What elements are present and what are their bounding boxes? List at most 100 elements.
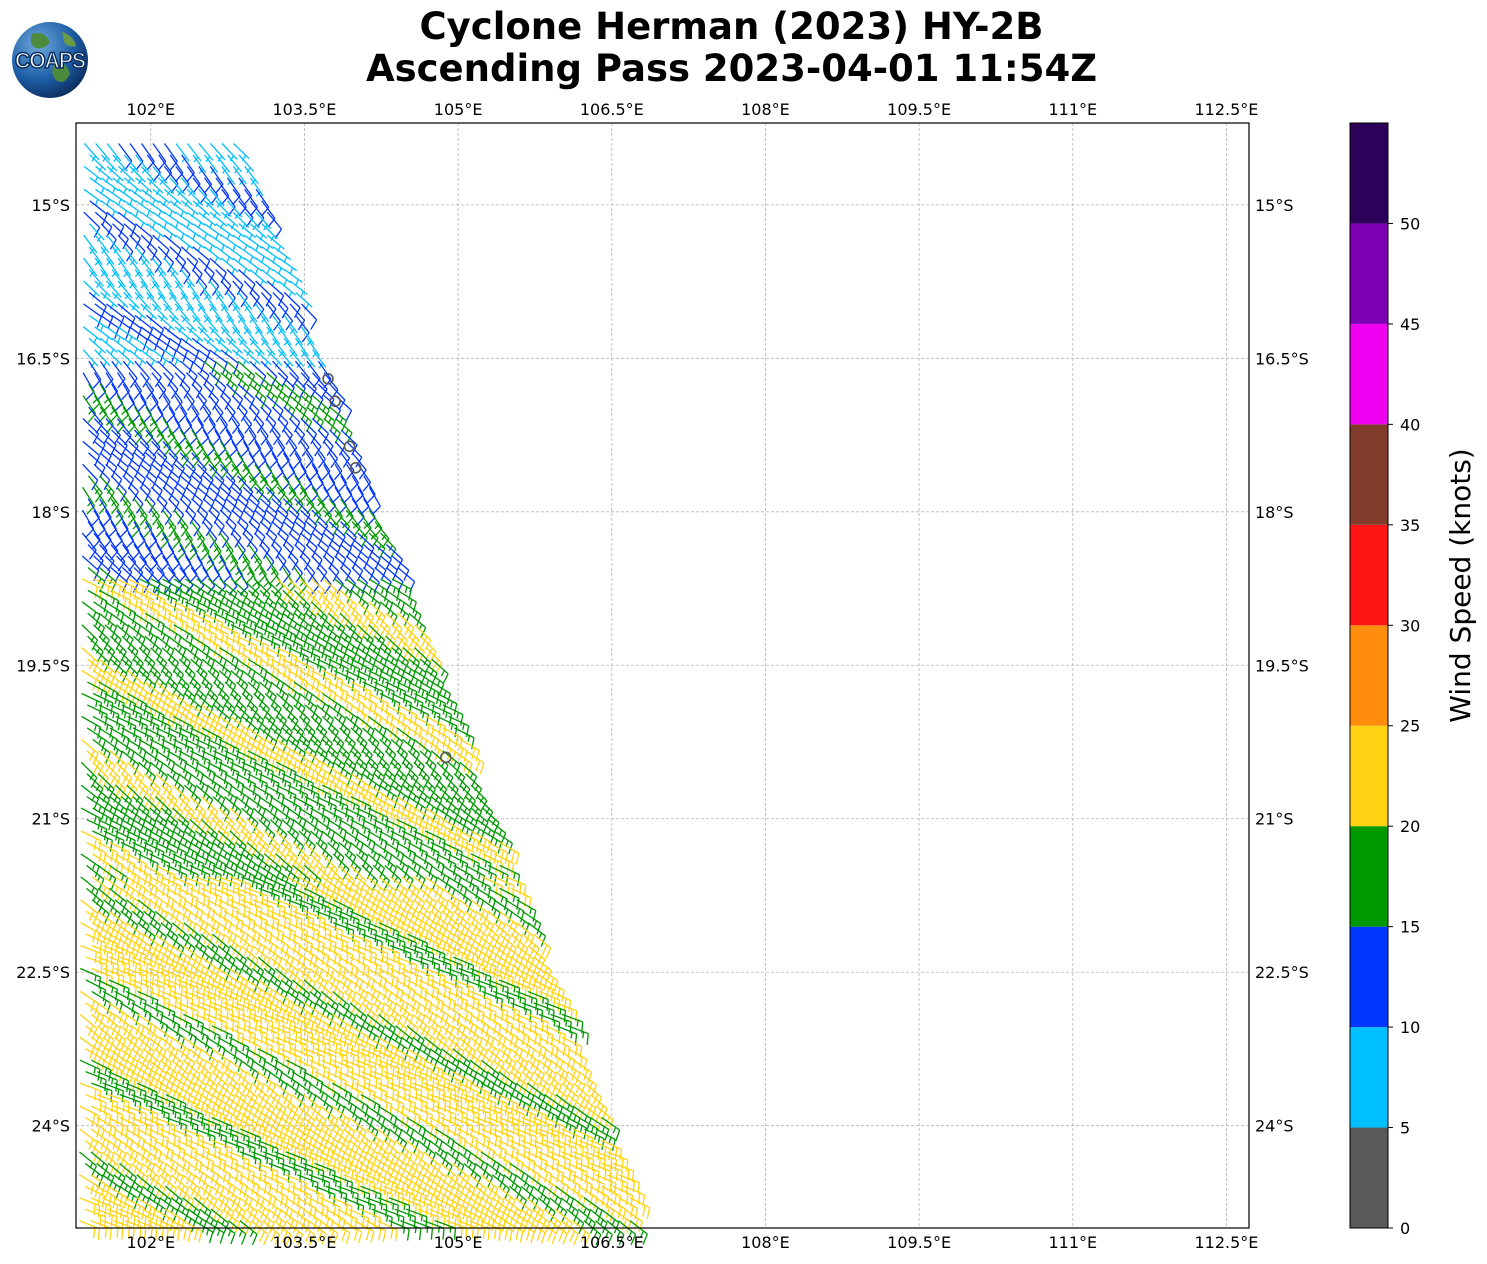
wind-barb [180,223,200,240]
wind-barb [115,761,133,788]
lat-label-right: 21°S [1255,810,1294,829]
wind-barb [249,337,265,357]
wind-barb [162,440,179,468]
wind-barb [249,292,265,320]
wind-barb [157,246,175,273]
wind-barb [93,601,113,626]
wind-barb [191,292,206,312]
wind-barb [134,314,153,340]
wind-barb [86,864,105,890]
lon-label-top: 112.5°E [1195,100,1259,119]
wind-barb [93,509,106,538]
colorbar-bin [1350,223,1388,324]
wind-barb [82,463,99,491]
wind-barb [213,658,232,684]
wind-barb [128,326,148,351]
wind-barb [191,337,211,363]
wind-barb [80,738,99,765]
wind-barb [186,143,202,163]
wind-barb [271,452,284,481]
wind-barb [391,624,408,651]
wind-barb [162,601,183,623]
wind-barb [350,727,368,754]
wind-barb [103,761,121,788]
wind-barb [89,223,105,242]
wind-barb [208,395,224,423]
wind-barb [134,269,149,289]
colorbar-tick-label: 50 [1400,214,1420,233]
wind-barb [121,612,141,637]
wind-barb [190,544,203,573]
lon-label-bottom: 106.5°E [580,1233,644,1252]
lat-label-left: 19.5°S [16,656,70,675]
wind-barb [169,223,189,240]
wind-barb [305,567,320,595]
wind-barb [436,761,454,788]
wind-barb [453,773,471,800]
wind-barb [156,567,172,594]
wind-barb [225,635,246,658]
wind-barb [115,647,133,674]
wind-barb [140,303,158,322]
wind-barb [158,223,177,240]
wind-barb [294,452,307,481]
wind-barb [191,383,208,411]
wind-barb [247,658,268,682]
wind-barb [185,418,198,447]
wind-barb [243,280,260,307]
wind-barb [230,624,252,646]
gridlines [76,123,1249,1228]
wind-barb [111,360,126,389]
wind-barb [83,234,98,255]
wind-barb [150,647,168,674]
lat-label-right: 22.5°S [1255,963,1309,982]
wind-barb [133,521,146,550]
colorbar-bin [1350,926,1388,1028]
wind-barb [84,1139,103,1166]
wind-barb [243,326,259,346]
wind-barb [266,326,281,346]
wind-barb [294,429,310,457]
wind-barb [266,257,286,274]
wind-barb [190,612,212,634]
wind-barb [175,211,194,229]
wind-barb [311,555,328,583]
wind-barb [289,280,308,298]
wind-barb [135,177,153,195]
colorbar-tick-label: 5 [1400,1119,1410,1138]
wind-barb [402,624,420,651]
wind-barb [151,280,166,300]
wind-barb [151,349,171,366]
wind-barb [122,360,138,388]
colorbar-tick-label: 20 [1400,817,1420,836]
wind-barb [379,624,397,651]
wind-barb [238,154,255,174]
wind-barb [264,670,285,694]
wind-barb [238,246,257,263]
wind-barb [293,589,311,617]
wind-barb [289,372,306,399]
lon-label-top: 108°E [741,100,790,119]
wind-barb [117,234,134,262]
wind-barb [299,555,316,583]
wind-barb [260,360,278,387]
wind-barb [232,303,246,323]
wind-barb [128,349,147,367]
wind-barb [175,188,193,207]
wind-barb [140,211,160,229]
wind-barb [100,223,117,250]
colorbar-tick-label: 15 [1400,918,1420,937]
wind-barb [328,658,349,680]
wind-barb [203,200,221,219]
wind-barb [129,257,143,278]
wind-barb [151,440,168,468]
wind-barb [334,486,348,515]
wind-barb [277,326,292,346]
wind-barb [261,246,280,263]
wind-barb [197,303,212,323]
wind-barb [163,303,179,323]
wind-barb [209,143,226,162]
wind-barb [133,429,150,457]
wind-barb [368,578,389,602]
wind-barb [87,635,104,662]
